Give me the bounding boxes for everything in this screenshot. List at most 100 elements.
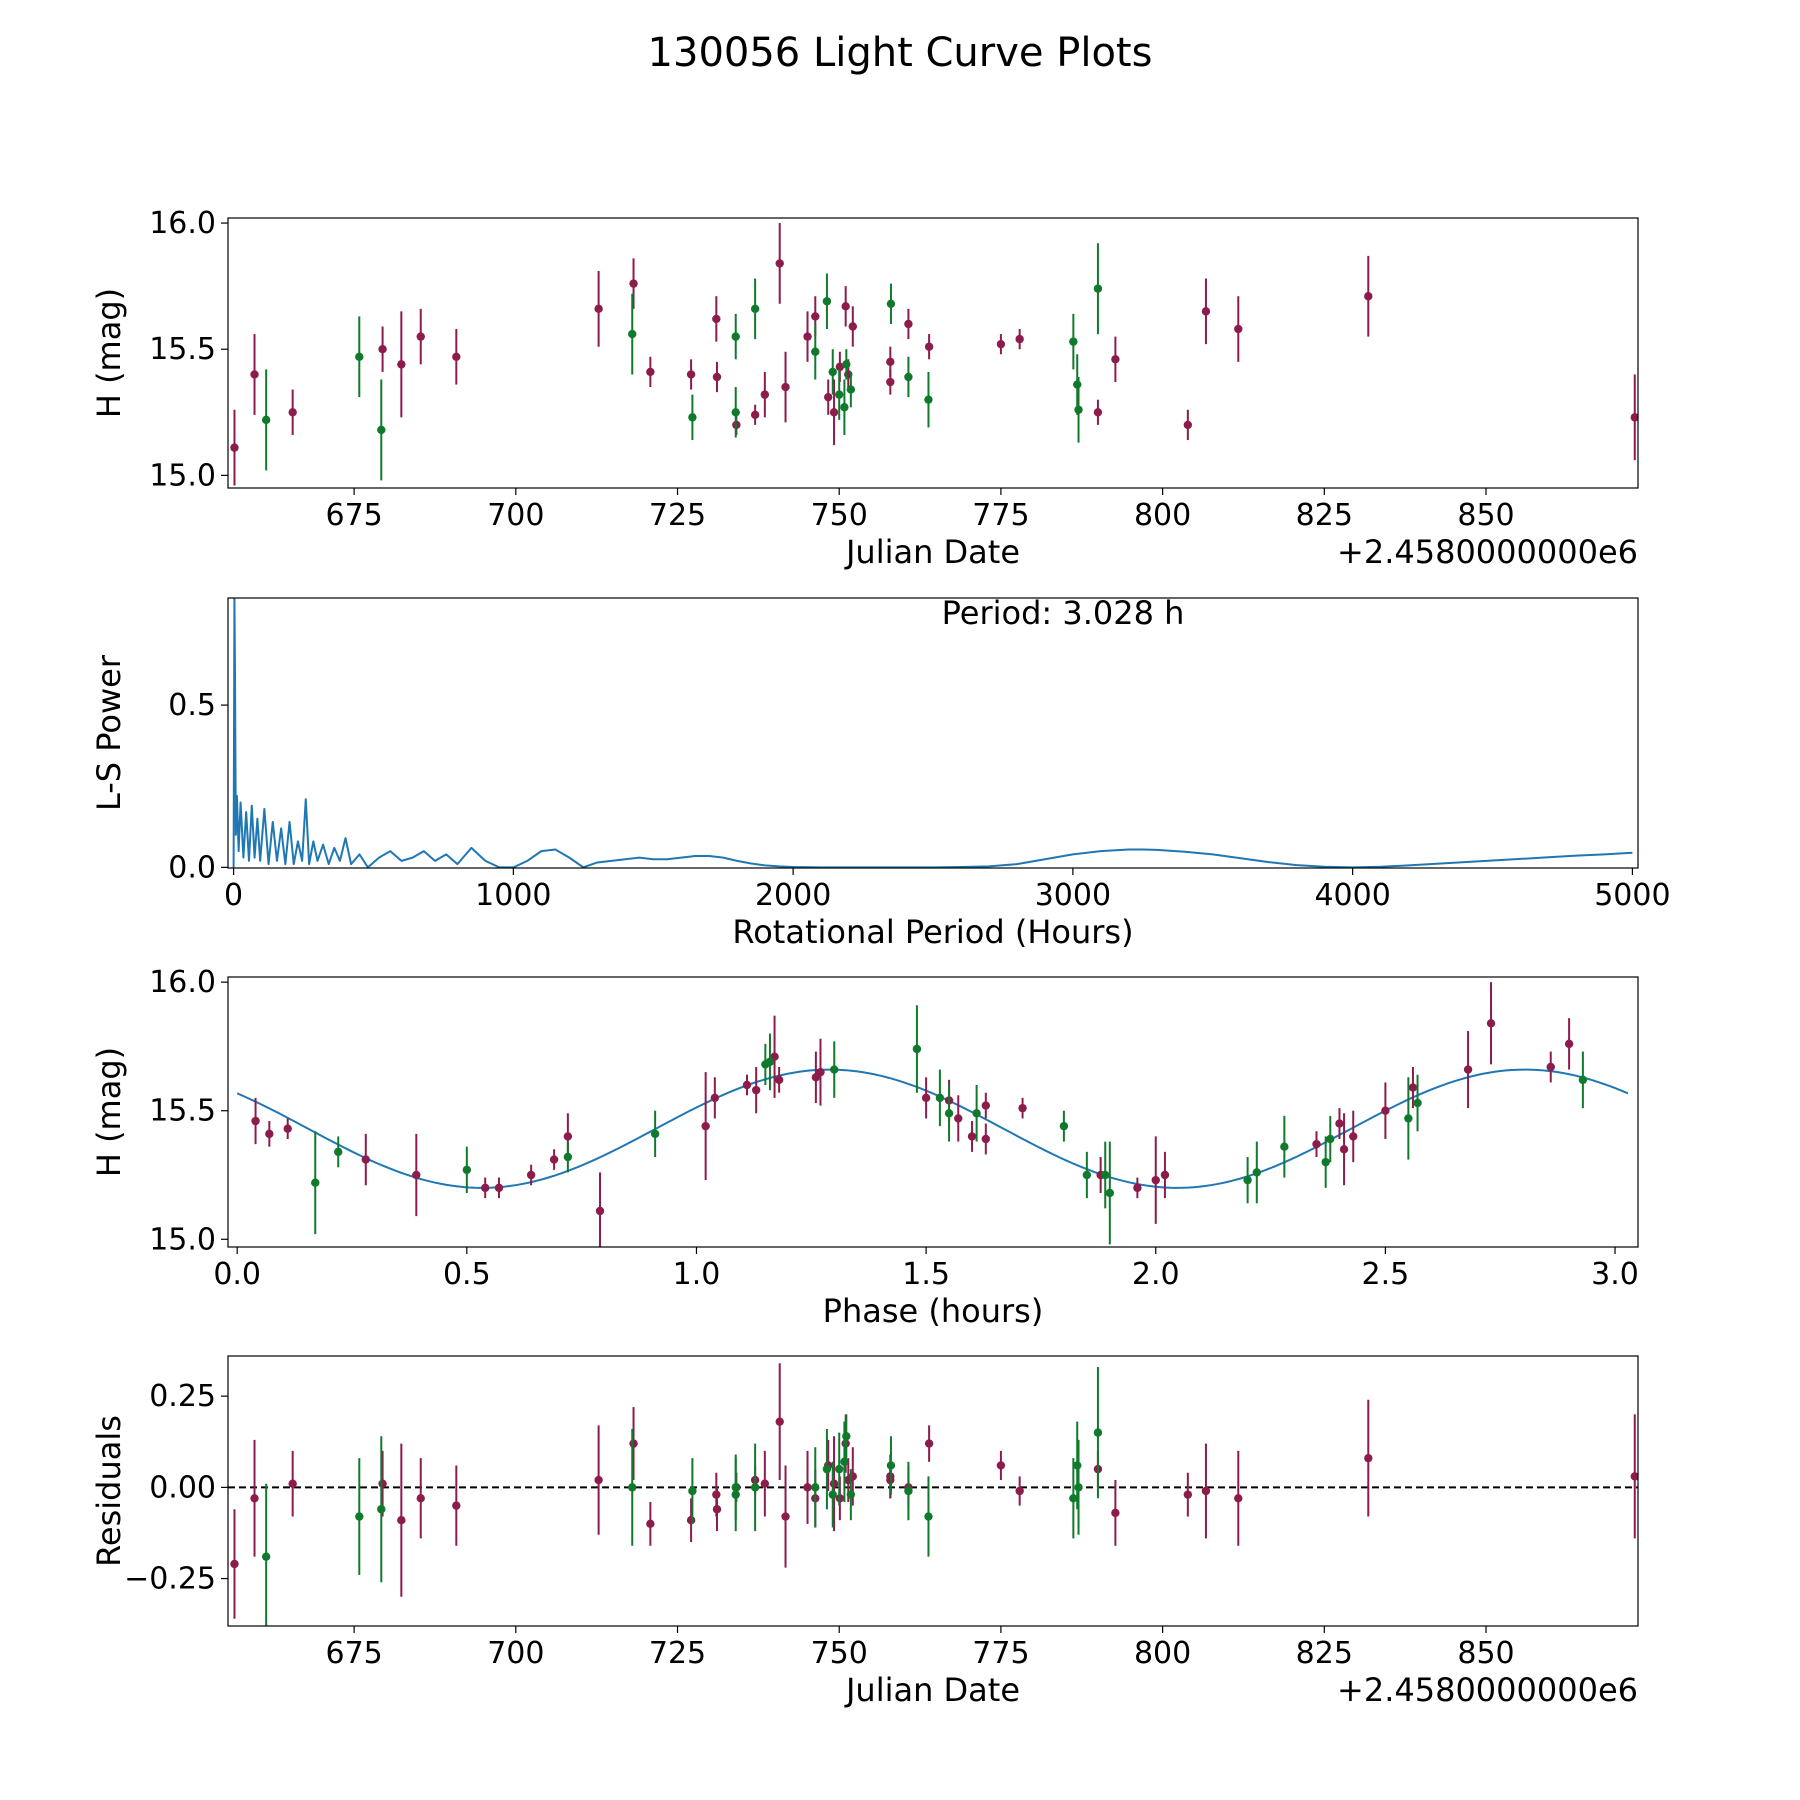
data-point xyxy=(1463,1065,1473,1074)
y-tick-label: 0.5 xyxy=(168,688,216,723)
data-point xyxy=(996,339,1006,349)
data-point xyxy=(904,319,913,329)
data-point xyxy=(996,1461,1006,1470)
data-point xyxy=(712,1505,722,1514)
data-point xyxy=(1093,284,1103,293)
data-point xyxy=(886,299,896,308)
data-point xyxy=(1335,1119,1344,1128)
data-point xyxy=(981,1101,991,1110)
data-point xyxy=(954,1114,963,1123)
data-point xyxy=(816,1067,825,1077)
data-point xyxy=(1093,1428,1103,1437)
data-point xyxy=(355,1512,364,1521)
data-point xyxy=(595,1206,605,1216)
x-tick-label: 825 xyxy=(1296,498,1353,533)
data-point xyxy=(594,1475,603,1485)
x-tick-label: 700 xyxy=(487,1636,544,1671)
data-point xyxy=(846,1490,856,1499)
data-point xyxy=(397,1515,406,1525)
data-point xyxy=(751,1085,761,1095)
data-point xyxy=(829,408,839,417)
data-point xyxy=(1312,1139,1321,1149)
data-point xyxy=(646,367,655,377)
data-point xyxy=(750,304,760,314)
y-axis-label: H (mag) xyxy=(90,288,128,418)
data-point xyxy=(775,259,784,268)
data-point xyxy=(1059,1121,1069,1131)
data-point xyxy=(1074,405,1083,414)
data-point xyxy=(912,1044,922,1054)
data-point xyxy=(378,1479,387,1488)
data-point xyxy=(1546,1062,1555,1072)
data-point xyxy=(846,385,856,394)
data-point xyxy=(1133,1183,1142,1193)
data-point xyxy=(416,332,425,341)
axes-frame xyxy=(227,217,1639,489)
data-point xyxy=(830,1065,839,1074)
data-point xyxy=(731,332,740,341)
x-tick-label: 4000 xyxy=(1314,878,1390,913)
data-point xyxy=(378,345,387,354)
plot-area xyxy=(232,598,1633,868)
data-point xyxy=(822,1464,832,1474)
data-point xyxy=(935,1093,945,1103)
data-point xyxy=(629,279,638,288)
data-point xyxy=(416,1494,425,1503)
x-tick-label: 2.0 xyxy=(1132,1257,1180,1292)
data-point xyxy=(924,342,934,351)
data-point xyxy=(1160,1170,1170,1180)
y-tick-label: 0.25 xyxy=(149,1379,216,1414)
data-point xyxy=(288,1479,297,1488)
data-point xyxy=(1339,1145,1349,1154)
data-point xyxy=(840,1457,849,1467)
data-point xyxy=(760,1479,770,1488)
data-point xyxy=(1321,1157,1330,1167)
data-point xyxy=(412,1170,421,1180)
periodogram-line xyxy=(232,598,1633,868)
data-point xyxy=(1413,1098,1422,1108)
data-point xyxy=(629,1439,638,1448)
data-point xyxy=(650,1129,660,1139)
data-point xyxy=(967,1132,977,1141)
x-tick-label: 725 xyxy=(649,1636,706,1671)
data-point xyxy=(480,1183,490,1193)
data-point xyxy=(886,377,895,387)
plot-area xyxy=(236,982,1629,1247)
data-point xyxy=(265,1129,274,1139)
data-point xyxy=(775,1417,784,1426)
data-point xyxy=(1234,324,1243,334)
data-point xyxy=(1408,1083,1418,1092)
data-point xyxy=(1404,1114,1413,1123)
data-point xyxy=(1364,292,1373,301)
data-point xyxy=(921,1093,931,1103)
data-point xyxy=(361,1155,370,1164)
axes-frame xyxy=(227,597,1639,869)
data-point xyxy=(563,1152,573,1162)
x-tick-label: 3000 xyxy=(1035,878,1111,913)
y-tick-label: −0.25 xyxy=(124,1562,216,1597)
data-point xyxy=(688,1486,697,1496)
x-tick-label: 750 xyxy=(811,498,868,533)
axes-frame xyxy=(227,1355,1639,1627)
data-point xyxy=(712,372,722,382)
y-tick-label: 15.0 xyxy=(149,458,216,493)
data-point xyxy=(1082,1170,1092,1180)
data-point xyxy=(811,312,820,321)
x-tick-label: 825 xyxy=(1296,1636,1353,1671)
data-point xyxy=(803,332,812,341)
y-tick-label: 15.5 xyxy=(149,1094,216,1129)
data-point xyxy=(1093,408,1103,417)
data-point xyxy=(1364,1453,1373,1463)
y-tick-label: 0.00 xyxy=(149,1470,216,1505)
x-axis-label: Julian Date xyxy=(844,533,1020,571)
data-point xyxy=(686,1515,696,1525)
x-tick-label: 2.5 xyxy=(1362,1257,1410,1292)
data-point xyxy=(924,1512,933,1521)
panel-lightcurve: 675 700 725 750 775 800 825 850 15.0 15.5 16.0 Juli… xyxy=(90,206,1639,571)
data-point xyxy=(230,1559,239,1569)
data-point xyxy=(288,408,297,417)
y-axis-label: H (mag) xyxy=(90,1047,128,1177)
data-point xyxy=(1151,1175,1160,1185)
data-point xyxy=(1326,1134,1335,1144)
x-tick-label: 1000 xyxy=(475,878,551,913)
